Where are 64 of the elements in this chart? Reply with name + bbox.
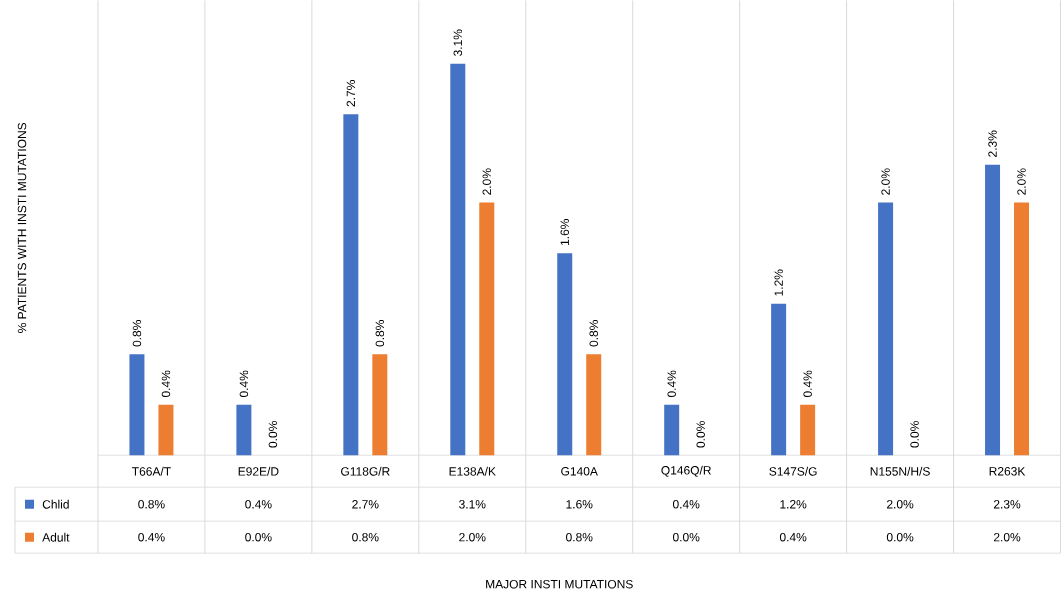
data-label: 0.8% xyxy=(352,532,379,542)
data-label: 0.4% xyxy=(779,532,807,542)
text: 2.3% xyxy=(988,130,997,157)
text: % PATIENTS WITH INSTI MUTATIONS xyxy=(17,122,27,333)
bar xyxy=(586,354,602,456)
bar xyxy=(800,404,816,456)
text: 0.4% xyxy=(667,370,676,397)
x-tick-label: N155N/H/S xyxy=(870,466,930,476)
text: 1.2% xyxy=(774,269,783,296)
x-tick-label: T66A/T xyxy=(132,466,171,476)
text: 0.8% xyxy=(375,320,385,347)
data-label: 2.0% xyxy=(459,532,486,542)
text: 3.1% xyxy=(453,29,463,56)
text: 2.0% xyxy=(1017,168,1026,195)
text: 2.0% xyxy=(482,168,492,195)
data-label: 2.7% xyxy=(352,499,379,509)
text: 0.0% xyxy=(910,421,919,448)
text: 0.4% xyxy=(161,370,171,397)
x-tick-label: G118G/R xyxy=(341,466,390,476)
data-label: 1.6% xyxy=(566,499,593,509)
bar xyxy=(664,404,680,456)
x-tick-label: G140A xyxy=(561,466,598,476)
bar xyxy=(450,63,466,456)
text: 2.7% xyxy=(346,79,356,107)
bar xyxy=(236,404,252,456)
data-label: 0.8% xyxy=(566,532,593,542)
x-tick-label: R263K xyxy=(989,466,1026,476)
data-label: 0.4% xyxy=(672,499,700,509)
data-label: 2.0% xyxy=(887,499,914,509)
bar xyxy=(479,202,495,456)
bar xyxy=(771,303,787,456)
bar xyxy=(985,164,1001,456)
data-label: 0.0% xyxy=(245,532,272,542)
text: 0.0% xyxy=(268,421,278,448)
text: 0.8% xyxy=(589,320,598,347)
text: 1.6% xyxy=(560,218,569,245)
bar xyxy=(343,114,359,456)
x-tick-label: S147S/G xyxy=(769,466,817,476)
text: 0.8% xyxy=(132,320,142,347)
data-label: 0.0% xyxy=(886,532,914,542)
text: 0.4% xyxy=(239,370,249,397)
legend-label: Chlid xyxy=(42,499,69,509)
bar xyxy=(878,202,894,456)
text: 2.0% xyxy=(881,168,890,195)
data-label: 0.8% xyxy=(138,499,165,509)
x-tick-label: E138A/K xyxy=(449,466,496,476)
data-label: 3.1% xyxy=(459,499,486,509)
bar xyxy=(129,354,145,456)
data-label: 2.0% xyxy=(993,532,1021,542)
x-tick-label: E92E/D xyxy=(238,466,279,476)
bar xyxy=(1014,202,1030,456)
x-tick-label: Q146Q/R xyxy=(661,465,711,477)
bar xyxy=(158,404,174,456)
text: 0.0% xyxy=(696,421,705,448)
data-label: 0.4% xyxy=(138,532,165,542)
bar xyxy=(557,253,573,456)
text: MAJOR INSTI MUTATIONS xyxy=(486,579,633,589)
data-label: 1.2% xyxy=(780,499,807,509)
text: 0.4% xyxy=(803,370,812,397)
data-label: 0.0% xyxy=(672,532,700,542)
legend-label: Adult xyxy=(42,532,70,542)
data-label: 0.4% xyxy=(245,499,272,509)
data-label: 2.3% xyxy=(993,499,1021,509)
bar xyxy=(372,354,388,456)
